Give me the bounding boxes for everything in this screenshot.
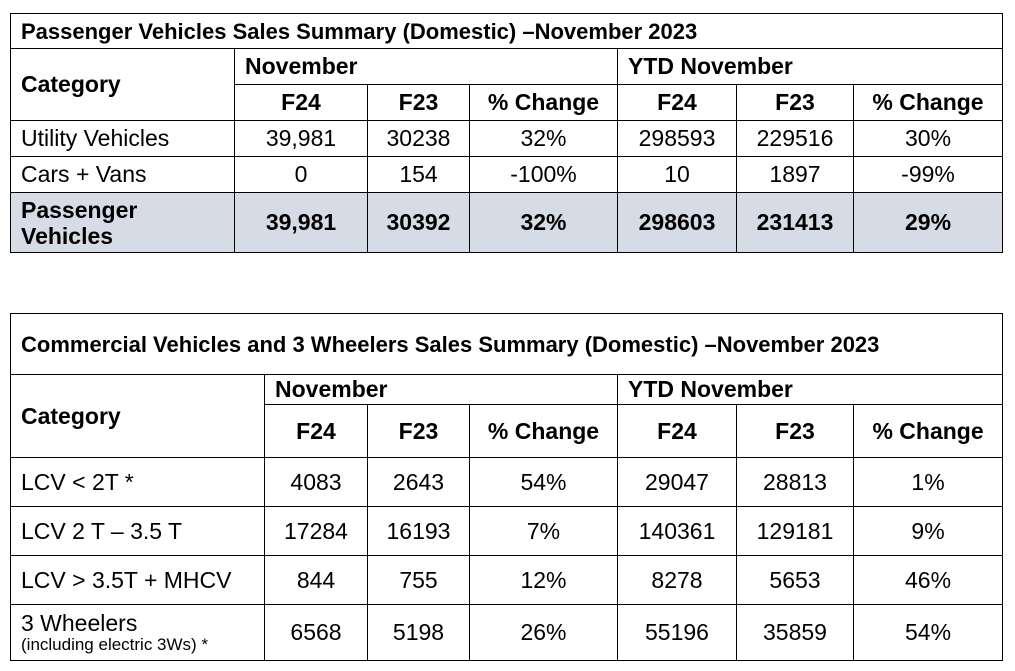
pv-table-title: Passenger Vehicles Sales Summary (Domest… [9,13,1004,49]
row-category: LCV 2 T – 3.5 T [10,506,265,556]
cv-col-header: % Change [469,404,618,458]
row-category-3-wheelers: 3 Wheelers (including electric 3Ws) * [10,604,265,661]
table-row: Utility Vehicles 39,981 30238 32% 298593… [10,120,1004,157]
cell-value: 755 [367,555,470,605]
row-category: Utility Vehicles [10,120,235,157]
total-row: Passenger Vehicles 39,981 30392 32% 2986… [10,192,1004,253]
table-row: 3 Wheelers (including electric 3Ws) * 65… [10,604,1004,661]
pv-col-header: % Change [469,84,618,121]
cell-value: 54% [469,457,618,507]
cell-value: 5198 [367,604,470,661]
cell-value: 28813 [736,457,854,507]
cell-value: 154 [367,156,470,193]
cv-col-header: F24 [617,404,737,458]
cell-value: 55196 [617,604,737,661]
commercial-vehicles-table: Commercial Vehicles and 3 Wheelers Sales… [9,313,1004,661]
pv-category-header: Category [10,48,235,121]
table-row: LCV < 2T * 4083 2643 54% 29047 28813 1% [10,457,1004,507]
cell-value: 39,981 [234,120,368,157]
cell-value: 6568 [264,604,368,661]
cell-value: 129181 [736,506,854,556]
row-category-note: (including electric 3Ws) * [21,635,209,654]
cv-col-header: F24 [264,404,368,458]
passenger-vehicles-table: Passenger Vehicles Sales Summary (Domest… [9,13,1004,253]
total-value: 29% [852,192,1004,253]
cell-value: 35859 [736,604,854,661]
cv-col-header: F23 [367,404,470,458]
cell-value: 844 [264,555,368,605]
cell-value: 26% [469,604,618,661]
cell-value: 30% [852,120,1004,157]
total-category: Passenger Vehicles [10,192,235,253]
pv-col-header: % Change [852,84,1004,121]
cell-value: 12% [469,555,618,605]
pv-col-header: F23 [367,84,470,121]
cell-value: 4083 [264,457,368,507]
cell-value: 32% [469,120,618,157]
cv-col-header: % Change [852,404,1004,458]
table-row: LCV 2 T – 3.5 T 17284 16193 7% 140361 12… [10,506,1004,556]
cell-value: 17284 [264,506,368,556]
cell-value: 8278 [617,555,737,605]
pv-col-header: F24 [617,84,737,121]
cell-value: 229516 [736,120,854,157]
cv-category-header: Category [10,374,265,458]
cell-value: 298593 [617,120,737,157]
cell-value: 5653 [736,555,854,605]
cv-table-title: Commercial Vehicles and 3 Wheelers Sales… [9,313,1004,375]
cell-value: 2643 [367,457,470,507]
total-value: 39,981 [234,192,368,253]
cell-value: -99% [852,156,1004,193]
cv-group-ytd: YTD November [616,374,1004,405]
row-category: LCV < 2T * [10,457,265,507]
cell-value: 1% [852,457,1004,507]
cell-value: 54% [852,604,1004,661]
cv-group-november: November [264,374,618,405]
cell-value: 16193 [367,506,470,556]
cell-value: 29047 [617,457,737,507]
total-value: 231413 [736,192,854,253]
cell-value: 9% [852,506,1004,556]
pv-group-ytd: YTD November [616,48,1004,85]
cv-col-header: F23 [736,404,854,458]
cell-value: 10 [617,156,737,193]
row-category: Cars + Vans [10,156,235,193]
total-value: 30392 [367,192,470,253]
cell-value: -100% [469,156,618,193]
table-row: LCV > 3.5T + MHCV 844 755 12% 8278 5653 … [10,555,1004,605]
row-category: 3 Wheelers [21,610,138,636]
table-row: Cars + Vans 0 154 -100% 10 1897 -99% [10,156,1004,193]
total-value: 298603 [617,192,737,253]
cell-value: 30238 [367,120,470,157]
pv-col-header: F24 [234,84,368,121]
pv-group-november: November [234,48,618,85]
total-value: 32% [469,192,618,253]
cell-value: 0 [234,156,368,193]
pv-col-header: F23 [736,84,854,121]
cell-value: 1897 [736,156,854,193]
row-category: LCV > 3.5T + MHCV [10,555,265,605]
cell-value: 140361 [617,506,737,556]
cell-value: 7% [469,506,618,556]
cell-value: 46% [852,555,1004,605]
